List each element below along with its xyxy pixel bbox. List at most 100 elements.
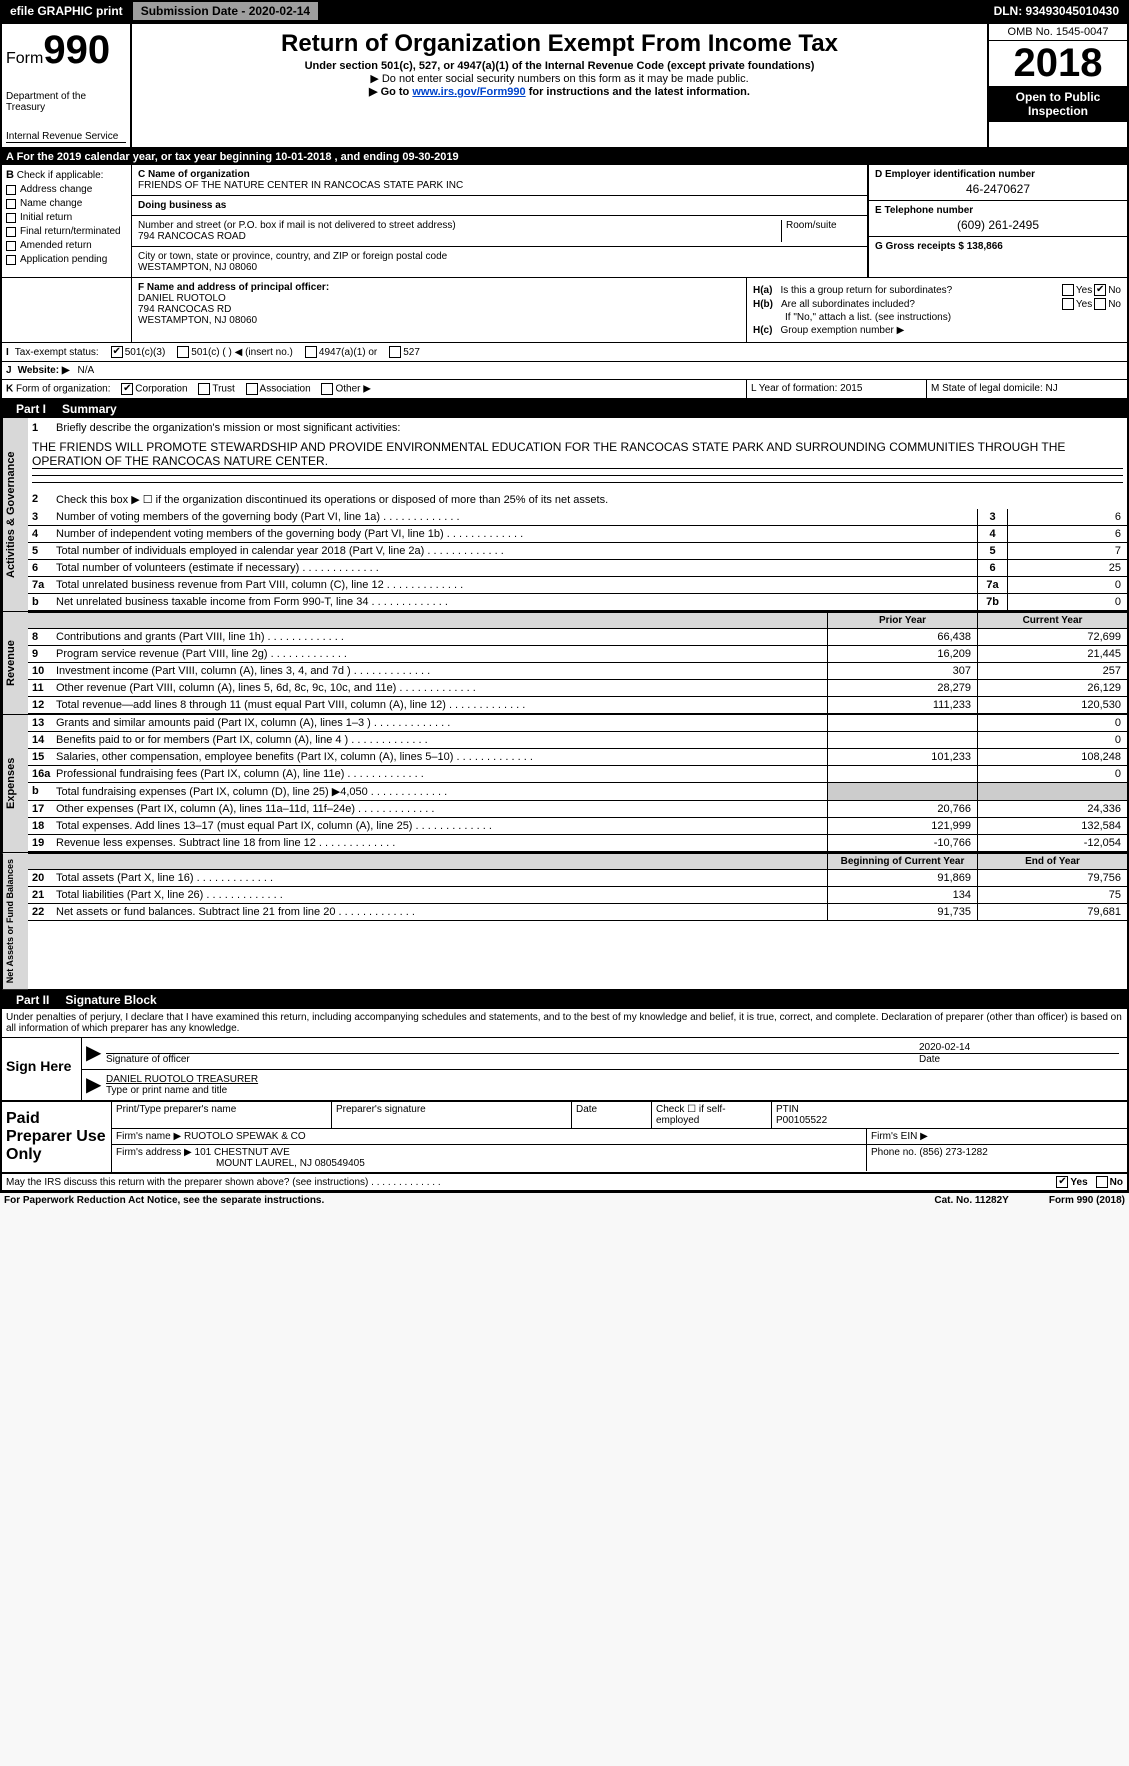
line-text: Total fundraising expenses (Part IX, col… [52,783,827,800]
cat-no: Cat. No. 11282Y [934,1195,1008,1206]
current-year-value: 72,699 [977,629,1127,645]
website-value: N/A [78,365,95,376]
checkbox-name-change[interactable] [6,199,16,209]
checkbox-address-change[interactable] [6,185,16,195]
hb-note: If "No," attach a list. (see instruction… [753,312,1121,323]
line-value: 0 [1007,594,1127,610]
l-year-formation: L Year of formation: 2015 [747,380,927,398]
line-text: Total unrelated business revenue from Pa… [52,577,977,593]
summary-row: 4 Number of independent voting members o… [28,526,1127,543]
prep-sig-label: Preparer's signature [332,1102,572,1128]
527-checkbox[interactable] [389,346,401,358]
line-text: Total number of volunteers (estimate if … [52,560,977,576]
line-text: Benefits paid to or for members (Part IX… [52,732,827,748]
submission-date: Submission Date - 2020-02-14 [133,2,318,20]
paid-preparer-section: Paid Preparer Use Only Print/Type prepar… [2,1102,1127,1174]
d-label: D Employer identification number [875,169,1121,180]
prep-date-label: Date [572,1102,652,1128]
line-box: 3 [977,509,1007,525]
trust-checkbox[interactable] [198,383,210,395]
penalty-statement: Under penalties of perjury, I declare th… [2,1009,1127,1038]
room-label: Room/suite [781,220,861,242]
no-label: No [1108,285,1121,296]
firm-addr2: MOUNT LAUREL, NJ 080549405 [116,1158,862,1169]
other-checkbox[interactable] [321,383,333,395]
j-label: Website: ▶ [18,365,70,376]
no-label: No [1110,1177,1123,1188]
yes-label: Yes [1076,299,1092,310]
current-year-value: 26,129 [977,680,1127,696]
prior-year-value: 121,999 [827,818,977,834]
end-value: 79,681 [977,904,1127,920]
checkbox-final-return[interactable] [6,227,16,237]
opt-corp: Corporation [135,384,187,395]
line-num: b [28,783,52,800]
phone-value: (609) 261-2495 [875,218,1121,232]
row-k-form-org: K Form of organization: Corporation Trus… [2,380,1127,400]
line-text: Salaries, other compensation, employee b… [52,749,827,765]
assoc-checkbox[interactable] [246,383,258,395]
hb-no-checkbox[interactable] [1094,298,1106,310]
line-num: 12 [28,697,52,713]
line-num: 13 [28,715,52,731]
line-value: 7 [1007,543,1127,559]
revenue-row: 12 Total revenue—add lines 8 through 11 … [28,697,1127,714]
line-num: 5 [28,543,52,559]
beginning-value: 134 [827,887,977,903]
ha-no-checkbox[interactable] [1094,284,1106,296]
b-text: Check if applicable: [17,170,104,181]
firm-addr-label: Firm's address ▶ [116,1147,192,1158]
form-title: Return of Organization Exempt From Incom… [140,30,979,58]
checkbox-application-pending[interactable] [6,255,16,265]
prior-year-value: 307 [827,663,977,679]
b-tag: B [6,169,14,181]
line-box: 6 [977,560,1007,576]
corp-checkbox[interactable] [121,383,133,395]
goto-pre: ▶ Go to [369,86,412,98]
line-text: Total number of individuals employed in … [52,543,977,559]
row-i-tax-status: I Tax-exempt status: 501(c)(3) 501(c) ( … [2,343,1127,362]
officer-addr2: WESTAMPTON, NJ 08060 [138,315,740,326]
part-i-bar: Part I Summary [2,400,1127,418]
irs-discuss-question: May the IRS discuss this return with the… [6,1177,1054,1188]
line-text: Investment income (Part VIII, column (A)… [52,663,827,679]
hc-text: Group exemption number ▶ [780,325,904,336]
discuss-no-checkbox[interactable] [1096,1176,1108,1188]
prior-year-value: -10,766 [827,835,977,851]
part-ii-bar: Part II Signature Block [2,991,1127,1009]
expense-row: 19 Revenue less expenses. Subtract line … [28,835,1127,852]
section-f-h: F Name and address of principal officer:… [2,278,1127,343]
hb-yes-checkbox[interactable] [1062,298,1074,310]
vtab-net-assets: Net Assets or Fund Balances [2,853,28,989]
opt-501c: 501(c) ( ) ◀ (insert no.) [191,347,293,358]
irs-link[interactable]: www.irs.gov/Form990 [412,86,525,98]
signer-name-title: DANIEL RUOTOLO TREASURER [106,1074,1119,1085]
discuss-yes-checkbox[interactable] [1056,1176,1068,1188]
line-text: Program service revenue (Part VIII, line… [52,646,827,662]
checkbox-amended[interactable] [6,241,16,251]
line1-num: 1 [32,422,56,434]
mission-text: THE FRIENDS WILL PROMOTE STEWARDSHIP AND… [32,440,1123,469]
current-year-value: -12,054 [977,835,1127,851]
opt-501c3: 501(c)(3) [125,347,166,358]
4947-checkbox[interactable] [305,346,317,358]
form-subtitle-1: Under section 501(c), 527, or 4947(a)(1)… [140,60,979,72]
row-a-period: A For the 2019 calendar year, or tax yea… [2,149,1127,165]
ha-text: Is this a group return for subordinates? [780,285,1059,296]
end-value: 75 [977,887,1127,903]
check-label: Application pending [20,254,107,265]
tax-year: 2018 [989,41,1127,86]
org-name: FRIENDS OF THE NATURE CENTER IN RANCOCAS… [138,180,861,191]
checkbox-initial-return[interactable] [6,213,16,223]
net-assets-row: 22 Net assets or fund balances. Subtract… [28,904,1127,921]
line2-num: 2 [32,493,56,505]
ha-yes-checkbox[interactable] [1062,284,1074,296]
sign-here-section: Sign Here ▶ 2020-02-14 Signature of offi… [2,1038,1127,1102]
summary-row: 5 Total number of individuals employed i… [28,543,1127,560]
501c-checkbox[interactable] [177,346,189,358]
part-ii-title: Signature Block [57,993,164,1007]
officer-addr1: 794 RANCOCAS RD [138,304,740,315]
line-num: 21 [28,887,52,903]
501c3-checkbox[interactable] [111,346,123,358]
city-state-zip: WESTAMPTON, NJ 08060 [138,262,861,273]
